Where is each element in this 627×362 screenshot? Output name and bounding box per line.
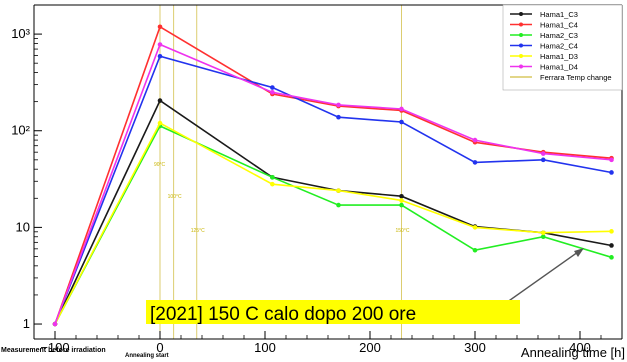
data-point xyxy=(270,174,275,180)
data-point xyxy=(540,234,546,240)
series-line-hama2_c3 xyxy=(54,124,612,325)
data-point xyxy=(472,225,478,230)
data-point xyxy=(270,181,275,187)
x-tick-label: 200 xyxy=(359,340,381,355)
legend-entry: Hama1_D3 xyxy=(540,52,578,61)
data-point xyxy=(472,247,478,253)
ticks: −100 0 100 200 300 400 1 10 10² 10³ xyxy=(11,4,623,355)
data-point xyxy=(399,193,404,199)
legend-marker xyxy=(519,43,523,48)
temp-change-label: 100°C xyxy=(168,194,182,200)
legend-entry: Hama1_C3 xyxy=(540,10,578,19)
data-point xyxy=(609,255,614,260)
y-tick-label: 10³ xyxy=(11,26,30,41)
legend-entry: Hama2_C3 xyxy=(540,31,578,40)
temp-change-label: 150°C xyxy=(396,228,410,234)
x-tick-label: 300 xyxy=(464,340,486,355)
data-point xyxy=(52,321,58,327)
data-point xyxy=(472,137,478,143)
note-box xyxy=(146,300,520,324)
data-point xyxy=(336,114,341,120)
legend-entry: Hama1_C4 xyxy=(540,21,578,30)
data-point xyxy=(609,243,614,248)
series-line-hama1_d3 xyxy=(54,122,612,325)
data-point xyxy=(336,202,341,208)
data-point xyxy=(399,119,404,125)
data-point xyxy=(157,24,163,30)
before-irradiation-label: Measurement before irradiation xyxy=(1,347,106,354)
legend-entry: Hama2_C4 xyxy=(540,42,578,51)
annealing-start-label: Annealing start xyxy=(125,353,169,359)
arrow-head xyxy=(574,248,584,257)
data-point xyxy=(399,202,404,208)
legend-box xyxy=(502,4,623,91)
x-axis-label: Annealing time [h] xyxy=(521,345,625,360)
data-point xyxy=(609,157,614,163)
data-point xyxy=(336,102,341,108)
legend-marker xyxy=(519,12,523,16)
data-point xyxy=(472,160,478,165)
y-tick-label: 1 xyxy=(23,316,30,331)
data-point xyxy=(540,157,546,163)
x-tick-label: −100 xyxy=(40,340,69,355)
series-line-hama2_c4 xyxy=(54,55,612,325)
data-point xyxy=(399,198,404,203)
series xyxy=(52,24,614,327)
temp-change-label: 125°C xyxy=(191,228,205,234)
data-point xyxy=(157,53,163,59)
x-tick-label: 400 xyxy=(569,340,591,355)
note-text: [2021] 150 C calo dopo 200 ore xyxy=(150,304,416,325)
data-point xyxy=(540,230,546,236)
legend-marker xyxy=(519,33,523,37)
data-point xyxy=(157,120,163,126)
data-point xyxy=(157,42,163,47)
temp-change-label: 90°C xyxy=(154,162,166,168)
x-tick-label: 100 xyxy=(254,340,276,355)
series-line-hama1_d4 xyxy=(54,43,612,325)
legend-entry: Ferrara Temp change xyxy=(540,73,612,82)
data-point xyxy=(609,229,614,234)
legend-marker xyxy=(519,22,523,27)
data-point xyxy=(336,188,341,193)
data-point xyxy=(270,89,275,95)
data-point xyxy=(399,106,404,112)
data-point xyxy=(609,170,614,175)
data-point xyxy=(540,151,546,156)
y-tick-label: 10² xyxy=(11,123,30,138)
legend-entry: Hama1_D4 xyxy=(540,63,578,72)
legend-marker xyxy=(519,54,523,58)
x-tick-label: 0 xyxy=(156,340,163,355)
note-callout: [2021] 150 C calo dopo 200 ore xyxy=(146,300,520,325)
y-tick-label: 10 xyxy=(16,219,30,234)
data-point xyxy=(157,98,163,103)
legend-marker xyxy=(519,64,523,69)
data-point xyxy=(270,85,275,90)
